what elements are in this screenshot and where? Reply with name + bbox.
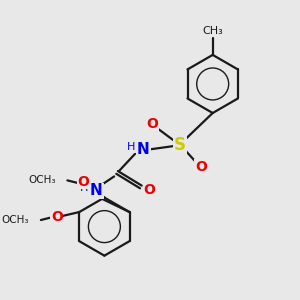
Text: OCH₃: OCH₃ bbox=[28, 176, 56, 185]
Text: H: H bbox=[80, 183, 88, 193]
Text: O: O bbox=[143, 183, 155, 196]
Text: S: S bbox=[174, 136, 186, 154]
Text: O: O bbox=[195, 160, 207, 174]
Text: O: O bbox=[51, 210, 63, 224]
Text: OCH₃: OCH₃ bbox=[2, 215, 29, 225]
Text: H: H bbox=[127, 142, 136, 152]
Text: O: O bbox=[77, 175, 89, 189]
Text: O: O bbox=[146, 117, 158, 130]
Text: N: N bbox=[90, 183, 103, 198]
Text: CH₃: CH₃ bbox=[202, 26, 223, 36]
Text: N: N bbox=[137, 142, 150, 158]
